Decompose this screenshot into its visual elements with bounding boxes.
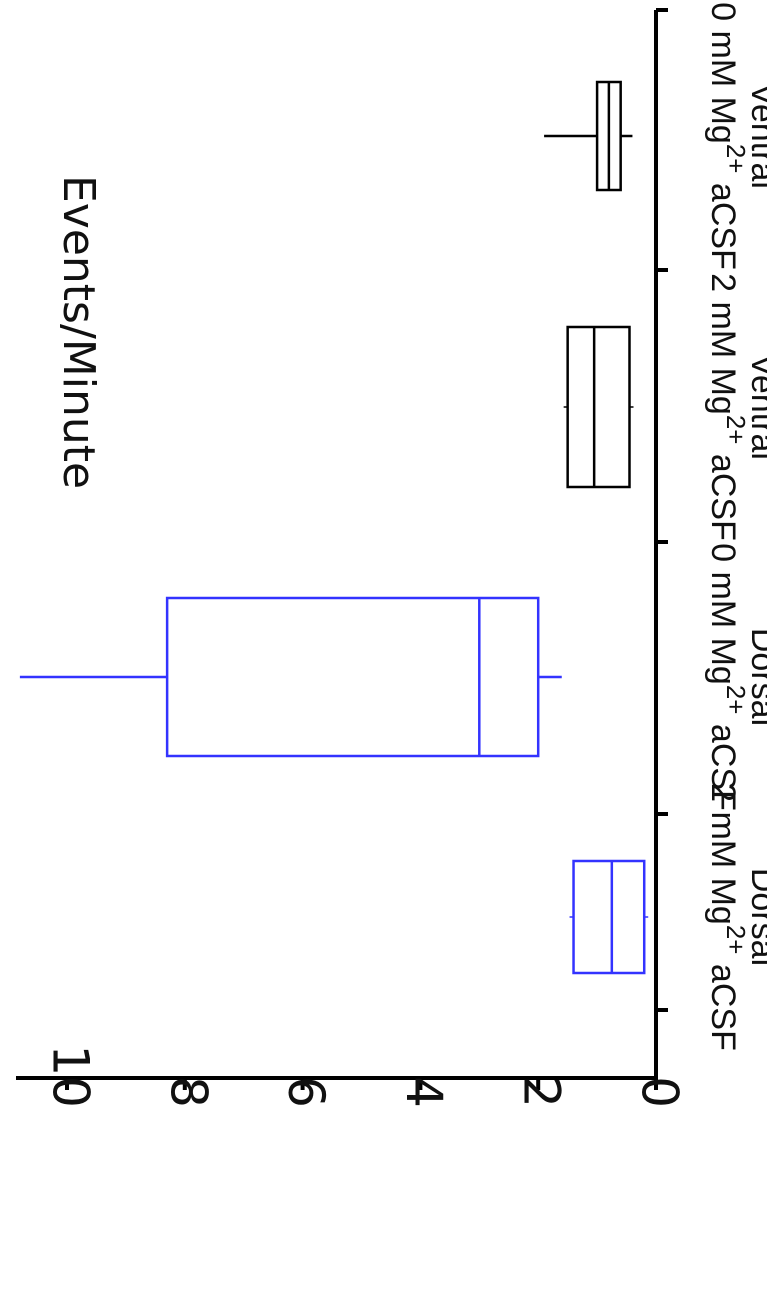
- category-label-prefix: 2 mM Mg: [704, 783, 742, 925]
- category-label-superscript: 2+: [721, 144, 751, 174]
- value-tick-label: 4: [395, 1076, 453, 1108]
- value-tick-label: 6: [277, 1076, 335, 1108]
- category-label-prefix: 0 mM Mg: [704, 2, 742, 144]
- value-tick-label: 0: [631, 1076, 689, 1108]
- box-series: [544, 80, 633, 192]
- box-series: [569, 859, 649, 975]
- y-axis-title: Events/Minute: [53, 175, 104, 489]
- category-label-line2: Ventral: [744, 354, 767, 460]
- category-label-line1: 2 mM Mg2+ aCSF: [704, 273, 751, 541]
- category-label-prefix: 2 mM Mg: [704, 273, 742, 415]
- category-label-suffix: aCSF: [704, 954, 742, 1050]
- value-tick-label: 8: [159, 1076, 217, 1108]
- box-iqr: [566, 325, 631, 489]
- category-label-superscript: 2+: [721, 415, 751, 445]
- box-iqr: [165, 596, 540, 758]
- category-label-superscript: 2+: [721, 685, 751, 715]
- box-iqr: [572, 859, 646, 975]
- category-label-line1: 2 mM Mg2+ aCSF: [704, 783, 751, 1051]
- category-label-suffix: aCSF: [704, 444, 742, 540]
- category-label-line2: Dorsal: [744, 868, 767, 966]
- category-label-line1: 0 mM Mg2+ aCSF: [704, 2, 751, 270]
- category-label-line1: 0 mM Mg2+ aCSF: [704, 543, 751, 811]
- box-series: [563, 325, 634, 489]
- category-label-line2: Ventral: [744, 83, 767, 189]
- box-series: [19, 596, 562, 758]
- value-tick-label: 10: [42, 1044, 100, 1108]
- category-label-suffix: aCSF: [704, 714, 742, 810]
- category-label-line2: Dorsal: [744, 628, 767, 726]
- category-label-suffix: aCSF: [704, 173, 742, 269]
- category-label-superscript: 2+: [721, 925, 751, 955]
- category-label-prefix: 0 mM Mg: [704, 543, 742, 685]
- value-tick-label: 2: [513, 1076, 571, 1108]
